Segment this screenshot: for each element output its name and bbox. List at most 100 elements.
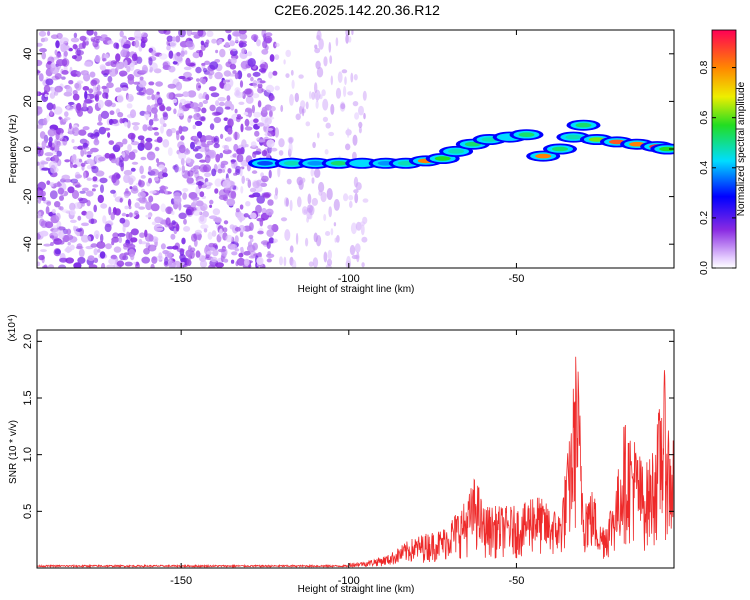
noise-blob bbox=[192, 135, 199, 140]
noise-blob bbox=[233, 172, 238, 176]
colorbar-tick-label: 0.4 bbox=[699, 160, 710, 174]
snr-panel: -150 -100 -50 0.5 1.0 1.5 2.0 Height of strai… bbox=[7, 314, 675, 595]
noise-blob bbox=[53, 182, 62, 187]
noise-blob bbox=[64, 159, 71, 163]
sparse-noise-blob bbox=[294, 92, 299, 103]
noise-blob bbox=[123, 121, 128, 127]
noise-blob bbox=[69, 244, 75, 251]
noise-blob bbox=[82, 126, 90, 131]
noise-blob bbox=[130, 228, 139, 236]
noise-blob bbox=[237, 114, 241, 118]
signal-track-core bbox=[434, 156, 451, 161]
noise-blob bbox=[50, 164, 56, 174]
noise-blob bbox=[256, 256, 264, 266]
noise-blob bbox=[252, 181, 260, 189]
sparse-noise-blob bbox=[297, 196, 302, 208]
noise-blob bbox=[256, 39, 261, 47]
noise-blob bbox=[136, 91, 145, 96]
noise-blob bbox=[170, 127, 177, 134]
noise-blob bbox=[83, 71, 88, 77]
noise-blob bbox=[152, 117, 159, 122]
noise-blob bbox=[187, 170, 194, 177]
noise-blob bbox=[253, 118, 259, 123]
noise-blob bbox=[55, 212, 61, 221]
noise-blob bbox=[182, 91, 190, 98]
spectrogram-x-axis-label: Height of straight line (km) bbox=[298, 284, 415, 295]
noise-blob bbox=[194, 146, 202, 150]
noise-blob bbox=[72, 44, 78, 50]
noise-blob bbox=[146, 151, 156, 161]
noise-blob bbox=[118, 236, 123, 244]
noise-blob bbox=[87, 235, 92, 242]
sparse-noise-blob bbox=[295, 113, 301, 121]
noise-blob bbox=[199, 215, 205, 222]
noise-blob bbox=[172, 36, 177, 42]
noise-blob bbox=[42, 117, 48, 126]
noise-blob bbox=[119, 30, 124, 38]
noise-blob bbox=[50, 34, 59, 39]
noise-blob bbox=[64, 111, 69, 117]
noise-blob bbox=[101, 85, 108, 90]
sparse-noise-blob bbox=[316, 92, 319, 103]
noise-blob bbox=[115, 53, 121, 62]
noise-blob bbox=[185, 57, 191, 66]
noise-blob bbox=[253, 111, 262, 118]
chart-title: C2E6.2025.142.20.36.R12 bbox=[274, 2, 440, 18]
noise-blob bbox=[228, 48, 238, 52]
noise-blob bbox=[237, 213, 246, 222]
noise-blob bbox=[267, 199, 274, 206]
noise-blob bbox=[183, 218, 187, 225]
sparse-noise-blob bbox=[350, 72, 354, 83]
noise-blob bbox=[84, 90, 88, 100]
noise-blob bbox=[234, 235, 239, 244]
noise-blob bbox=[160, 203, 166, 213]
noise-blob bbox=[37, 146, 42, 155]
noise-blob bbox=[204, 145, 210, 153]
noise-blob bbox=[232, 30, 241, 37]
noise-blob bbox=[71, 55, 77, 60]
noise-blob bbox=[155, 81, 164, 87]
noise-blob bbox=[227, 127, 233, 135]
noise-blob bbox=[92, 40, 99, 48]
noise-blob bbox=[232, 70, 237, 75]
noise-blob bbox=[147, 244, 157, 252]
noise-blob bbox=[129, 109, 137, 119]
noise-blob bbox=[272, 70, 278, 76]
noise-blob bbox=[106, 264, 116, 268]
noise-blob bbox=[67, 186, 75, 194]
noise-blob bbox=[108, 140, 115, 146]
noise-blob bbox=[268, 169, 272, 179]
noise-blob bbox=[172, 60, 178, 65]
signal-track-core bbox=[354, 161, 371, 166]
noise-blob bbox=[227, 168, 232, 174]
sparse-noise-blob bbox=[308, 205, 315, 216]
noise-blob bbox=[177, 108, 185, 117]
noise-blob bbox=[252, 80, 258, 88]
noise-blob bbox=[131, 122, 140, 126]
noise-blob bbox=[186, 30, 192, 37]
noise-blob bbox=[206, 30, 214, 37]
noise-blob bbox=[226, 95, 231, 102]
noise-blob bbox=[134, 202, 140, 209]
colorbar-tick-label: 0.0 bbox=[699, 261, 710, 275]
x-tick-label: -50 bbox=[508, 273, 524, 285]
noise-blob bbox=[173, 195, 182, 205]
sparse-noise-blob bbox=[283, 59, 286, 65]
noise-blob bbox=[59, 195, 64, 201]
noise-blob bbox=[130, 167, 136, 172]
colorbar-tick-label: 0.8 bbox=[699, 60, 710, 74]
noise-blob bbox=[212, 249, 219, 257]
noise-blob bbox=[134, 40, 140, 48]
sparse-noise-blob bbox=[327, 249, 332, 260]
noise-blob bbox=[140, 138, 145, 148]
noise-blob bbox=[79, 35, 87, 42]
noise-blob bbox=[239, 33, 248, 40]
noise-blob bbox=[99, 251, 106, 259]
noise-blob bbox=[86, 154, 92, 158]
noise-blob bbox=[162, 250, 169, 255]
noise-blob bbox=[53, 91, 59, 96]
noise-blob bbox=[207, 231, 213, 240]
noise-blob bbox=[133, 261, 137, 265]
noise-blob bbox=[109, 68, 118, 77]
noise-blob bbox=[90, 243, 98, 248]
